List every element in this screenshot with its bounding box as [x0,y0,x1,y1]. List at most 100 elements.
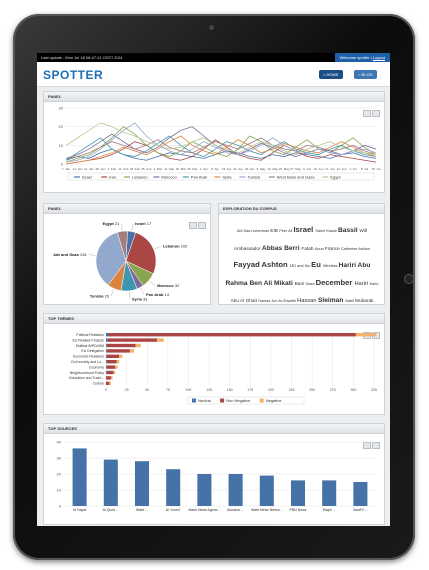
cloud-word[interactable]: Aoun [314,246,325,251]
series-line [65,135,377,161]
x-tick-label: 29. Apr [245,167,255,171]
source-bar [353,482,368,506]
cloud-word[interactable]: Wireless [322,264,339,269]
print-icon[interactable] [363,110,371,117]
pie-label-value: 29 [105,293,110,298]
pie-label-name: Syria [132,296,143,301]
x-tick-label: 100 [186,388,192,392]
panel-corpus: EXPLORATION DU CORPUS Abi Saa Lieberman … [218,203,385,305]
x-tick-label: 8. Apr [211,167,219,171]
cloud-word[interactable]: Mikati [273,279,295,287]
x-tick-label: 11. Mar [164,167,174,171]
cloud-word[interactable]: Jun [271,299,279,304]
cloud-word[interactable]: and His [297,264,312,269]
cloud-word[interactable]: Bassil [337,227,360,234]
cloud-word[interactable]: Bani [294,281,306,287]
x-tick-label: 0 [105,388,107,392]
pie-label-name: Tunisia [90,293,105,298]
cloud-word[interactable]: Peer [279,229,289,233]
category-label: EU Delegation [81,349,104,353]
cloud-word[interactable]: Lieberman [251,229,271,233]
pie-label-value: 14 [165,292,170,297]
cloud-word[interactable]: Berri [284,244,302,252]
cloud-word[interactable]: Fayyad [233,260,262,270]
cloud-word[interactable]: Nabil [345,299,355,304]
cloud-word[interactable]: Ben Ali [249,279,274,287]
panel-tools [188,216,206,234]
blog-button[interactable]: ○ BLOG [354,70,377,79]
x-tick-label: 25. Feb [141,167,152,171]
cloud-word[interactable]: Hariri [354,280,370,287]
download-icon[interactable] [372,442,380,449]
pie-label-value: 21 [115,221,120,226]
cloud-word[interactable]: Abbas [261,244,285,252]
cloud-word[interactable]: Kahn [369,281,379,286]
tablet-home-button[interactable] [404,274,414,284]
app-screen: Last update : Mon Jul 18 06:47:12 CEST 2… [37,53,390,526]
top-bar: Last update : Mon Jul 18 06:47:12 CEST 2… [37,53,390,62]
x-tick-label: 250 [309,388,315,392]
pie-label: Jab and Gaza 134 [53,252,87,257]
cloud-word[interactable]: Ashton [261,260,290,270]
x-tick-label: 18. Feb [130,167,141,171]
cloud-word[interactable]: Israel [293,225,316,234]
pie-slice [95,231,127,286]
pie-label: Lebanon 102 [163,244,188,249]
panel-timeline: PANEL 0 10 20 30 7. Jan 14. Jan 21. Jan 28. Jan… [43,91,385,193]
cloud-word[interactable]: Hassan [297,298,318,305]
cloud-word[interactable]: Fatah [301,246,315,252]
logout-link[interactable]: Logout [372,55,385,60]
series-line [65,135,377,165]
cloud-word[interactable]: Un [289,264,298,270]
pie-label-name: Pan Arab [146,292,165,297]
cloud-word[interactable]: Saa [243,229,252,233]
cloud-word[interactable]: Gaza [305,281,316,286]
print-icon[interactable] [189,222,197,229]
category-label: Al Hayat [73,508,86,512]
y-tick-label: 0 [59,504,62,509]
x-tick-label: 27. May [290,167,301,171]
camera-dot [209,25,214,30]
cloud-word[interactable]: Abi [236,229,244,233]
home-button-label: HOME [326,72,339,77]
legend-swatch [220,398,225,403]
bar-segment [119,354,123,358]
cloud-word[interactable]: Will [359,229,368,234]
cloud-word[interactable]: Al-Shweiki [278,299,298,304]
category-label: Masri News Agenc... [188,508,220,512]
cloud-word[interactable]: Sleiman [317,297,346,305]
cloud-word[interactable]: Abu Rahma [225,262,371,287]
cloud-word[interactable]: Hariri [338,262,358,270]
pie-label-name: Israel [135,221,147,226]
series-line [65,126,377,159]
cloud-word[interactable]: Hamas [258,299,272,304]
cloud-word[interactable]: Ali [288,229,294,233]
download-icon[interactable] [198,222,206,229]
cloud-word[interactable]: Catherine Ashton [340,246,371,251]
x-tick-label: 10. Jun [314,167,324,171]
print-icon[interactable] [363,442,371,449]
cloud-word[interactable]: Ambassador [233,246,262,252]
cloud-word[interactable]: Abu Al Ghait [230,299,259,305]
category-label: Multilat./MPD/UfM [76,344,104,348]
bar-segment [106,370,107,375]
themes-bar-chart: 0 25 50 75 100 125 150 175 200 225 250 275 300 325 Pol… [69,332,377,405]
panel-tools [362,436,380,454]
cloud-word[interactable]: December [315,277,355,287]
x-tick-label: 21. Jan [84,167,94,171]
download-icon[interactable] [372,110,380,117]
cloud-word[interactable]: EIB [270,229,280,234]
cloud-word[interactable]: Samir Kassir [315,229,338,233]
panel-sources: TOP SOURCES 0 10 20 30 40 Al Hayat Al Quds ...… [43,423,385,525]
x-tick-label: 200 [268,388,274,392]
pie-connector [129,291,131,299]
bar-segment [106,354,120,358]
cloud-word[interactable]: Eu [311,260,323,270]
x-tick-label: 13. May [267,167,278,171]
x-tick-label: 25 [125,388,129,392]
home-button[interactable]: ⌂ HOME [319,70,343,79]
bar-segment [355,333,377,337]
x-tick-label: 1. Jul [349,167,357,171]
cloud-word[interactable]: France [324,246,341,252]
cloud-word[interactable]: Mubarak [355,299,374,305]
